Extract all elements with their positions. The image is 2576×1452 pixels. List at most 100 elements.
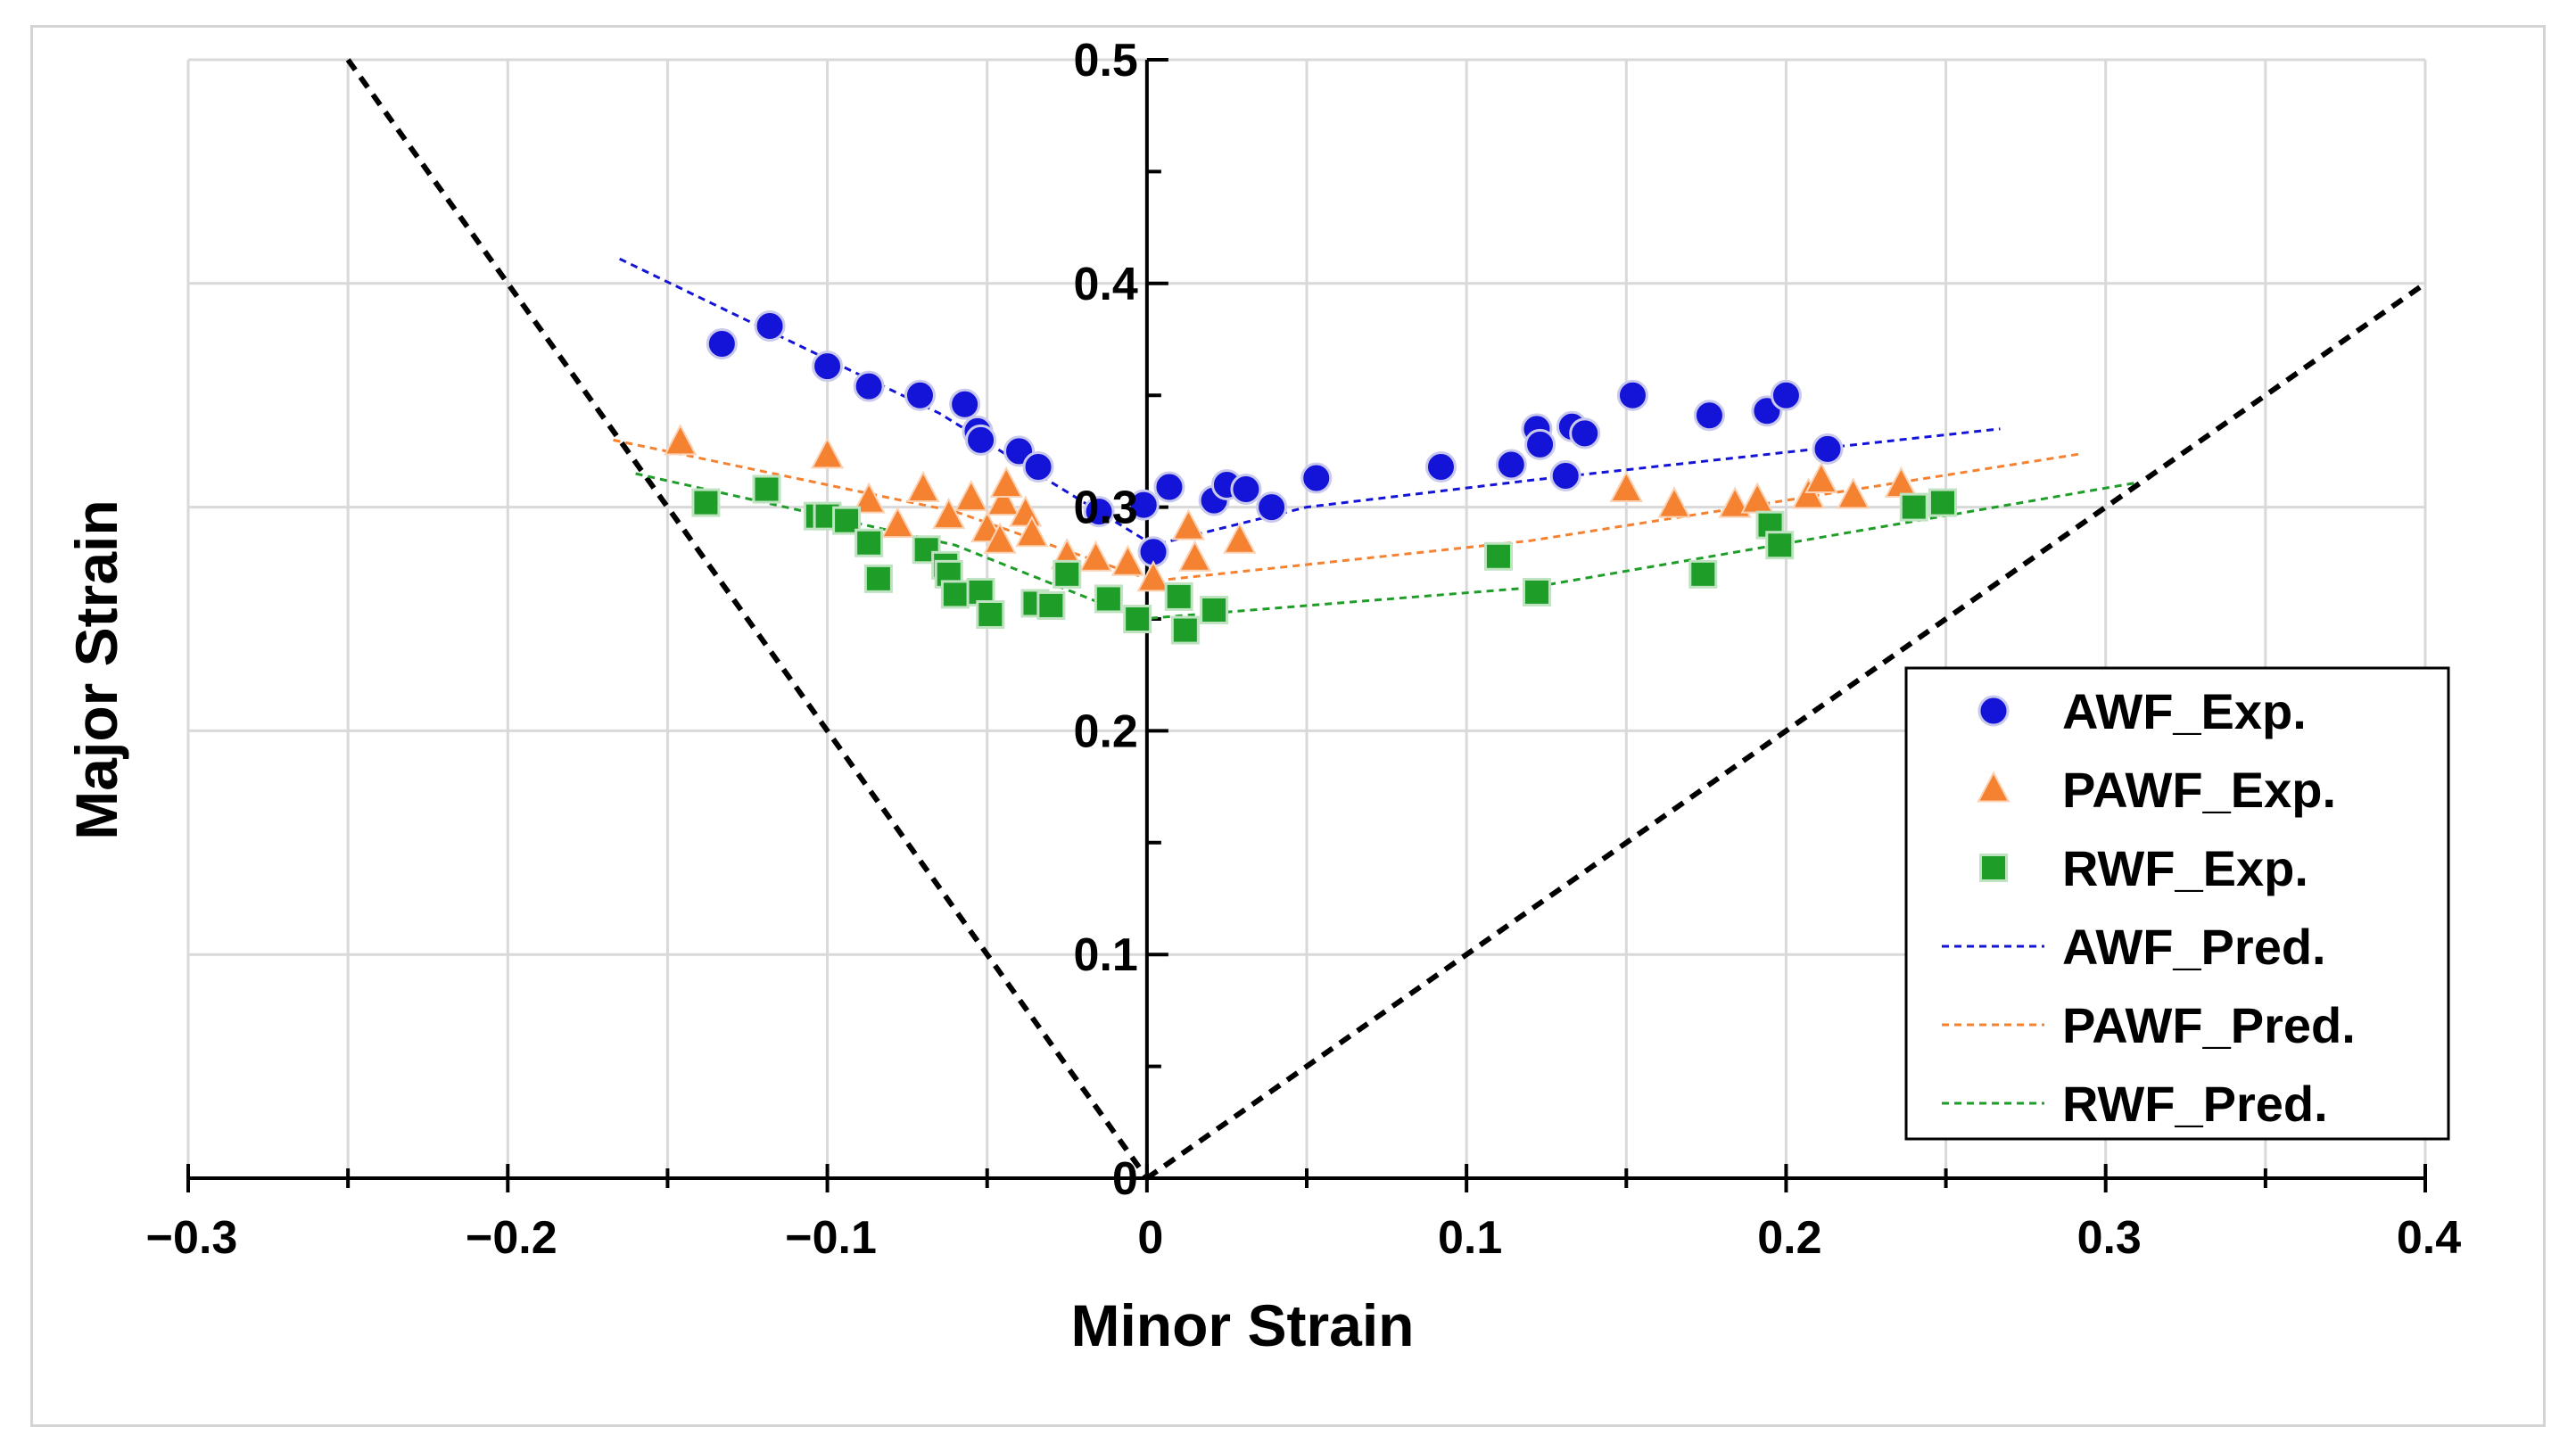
rwf-exp-point [1522,577,1551,606]
pawf-exp-point [986,483,1020,516]
rwf-exp-point [1688,559,1718,589]
pawf-exp-point [1223,522,1257,554]
pawf-exp-point [1884,466,1919,499]
awf-exp-point [904,379,936,411]
legend-box [1904,666,2450,1141]
rwf-exp-point [1765,531,1795,560]
pawf-exp-point [1136,560,1170,592]
awf-exp-point [1300,462,1333,494]
x-tick-label: −0.2 [466,1212,557,1264]
y-tick-label: 0.4 [1074,259,1138,310]
rwf-exp-point [863,564,893,593]
y-tick-label: 0 [1112,1153,1138,1205]
x-axis-title: Minor Strain [1070,1292,1414,1358]
awf-exp-point [1549,459,1581,491]
rwf-exp-point [1928,488,1957,517]
pawf-exp-point [1609,470,1643,503]
pawf-exp-point [932,497,966,530]
pawf-exp-point [1718,486,1752,518]
rwf-exp-point [691,488,721,517]
y-tick-label: 0.3 [1074,483,1138,534]
pawf-exp-point [1740,482,1774,514]
x-tick-label: −0.3 [146,1212,238,1264]
pawf-exp-point [1657,486,1691,518]
awf-exp-point [1022,450,1054,483]
pawf-exp-point [664,424,698,456]
figure-frame: −0.3 −0.2 −0.1 0 0.1 0.2 0.3 0.4 0 0.1 0.2 0.3 0.4 0.… [30,25,2546,1427]
legend-label: RWF_Exp. [2062,840,2308,896]
legend-label: PAWF_Pred. [2062,997,2356,1053]
awf-exp-point [1495,449,1527,481]
rwf-exp-point [1036,590,1066,620]
legend-label: AWF_Exp. [2062,683,2307,739]
awf-exp-point [812,351,844,383]
awf-exp-point [1127,489,1160,521]
awf-exp-point [1083,496,1115,528]
pawf-pred-line [613,438,2084,582]
pawf-exp-point [1171,508,1206,540]
pawf-exp-point [1078,540,1113,572]
pawf-exp-point [1110,544,1145,576]
rwf-exp-point [1053,559,1082,589]
pawf-exp-point [880,506,915,539]
y-axis-title: Major Strain [63,499,129,839]
x-tick-label: 0.4 [2397,1212,2461,1264]
pawf-exp-point [954,479,988,512]
x-tick-label: 0.2 [1757,1212,1821,1264]
rwf-exp-point [1170,615,1200,645]
rwf-exp-point [1094,584,1123,614]
pawf-exp-point [1791,477,1826,509]
right-boundary-line [1145,281,2427,1181]
pawf-exp-point [989,466,1023,499]
awf-exp-point [1812,433,1844,465]
legend-label: RWF_Pred. [2062,1076,2328,1132]
x-tick-label: −0.1 [785,1212,877,1264]
y-tick-label: 0.1 [1074,929,1138,981]
legend-symbol [1977,695,2010,727]
forming-limit-chart: −0.3 −0.2 −0.1 0 0.1 0.2 0.3 0.4 0 0.1 0.2 0.3 0.4 0.… [63,35,2462,1358]
experimental-points [664,309,1957,645]
y-tick-label: 0.5 [1074,35,1138,87]
rwf-exp-point [976,599,1005,629]
rwf-exp-point [940,580,970,609]
pawf-exp-point [810,437,845,469]
tick-labels: −0.3 −0.2 −0.1 0 0.1 0.2 0.3 0.4 0 0.1 0.2 0.3 0.4 0.… [146,35,2462,1264]
rwf-exp-point [1164,582,1193,611]
limit-lines [345,58,2427,1181]
rwf-exp-point [1899,492,1928,522]
awf-exp-point [1524,428,1556,460]
y-tick-label: 0.2 [1074,705,1138,757]
awf-exp-point [754,309,786,342]
awf-exp-point [853,370,885,402]
rwf-exp-point [752,474,781,504]
pawf-exp-point [906,470,940,503]
pawf-exp-point [852,482,886,514]
legend-label: PAWF_Exp. [2062,762,2336,818]
x-tick-label: 0.3 [2077,1212,2142,1264]
prediction-lines [613,257,2138,621]
pawf-exp-point [1015,515,1049,548]
pawf-exp-point [1837,477,1870,509]
awf-pred-line [619,257,2001,547]
awf-exp-point [949,388,981,420]
rwf-exp-point [1123,605,1152,633]
awf-exp-point [1616,379,1648,411]
rwf-exp-point [1200,595,1229,624]
rwf-exp-point [855,528,884,557]
pawf-exp-point [983,522,1017,554]
awf-exp-point [1693,400,1725,432]
awf-exp-point [1569,417,1601,450]
rwf-exp-point [934,559,963,589]
awf-exp-point [706,328,738,360]
x-tick-label: 0.1 [1438,1212,1502,1264]
awf-exp-point [1256,491,1288,524]
awf-exp-point [965,424,997,456]
legend-symbol [1979,854,2008,882]
rwf-exp-point [1483,541,1513,571]
x-tick-label: 0 [1137,1212,1163,1264]
awf-exp-point [1153,471,1185,503]
legend-symbol [1977,771,2010,803]
pawf-exp-point [1804,461,1838,494]
left-boundary-line [345,58,1150,1180]
pawf-exp-point [1177,540,1212,572]
